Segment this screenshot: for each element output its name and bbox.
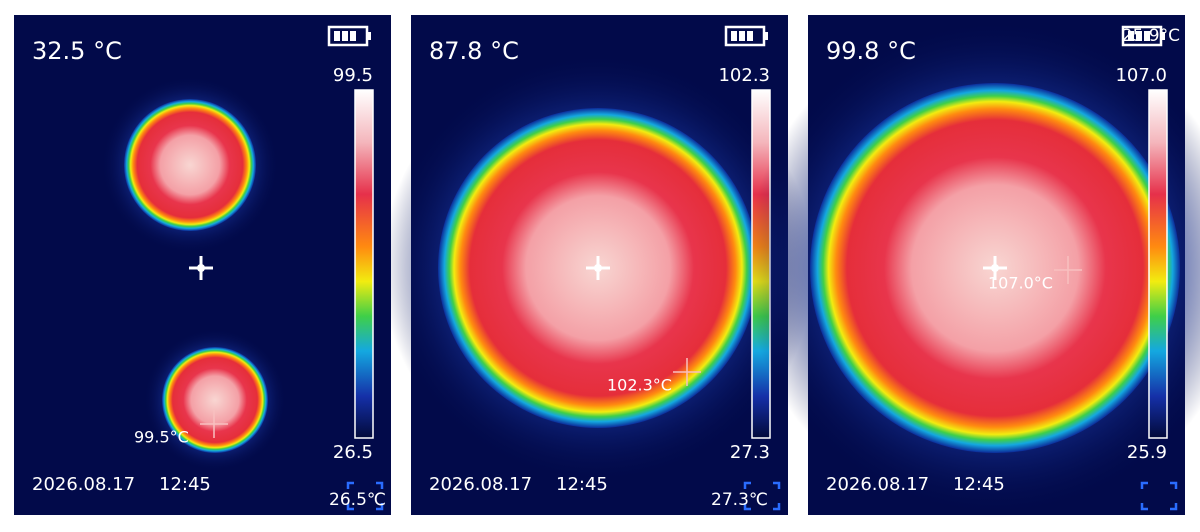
scale-max: 107.0 bbox=[1115, 65, 1167, 86]
center-temperature: 99.8 °C bbox=[826, 37, 916, 65]
heat-spot bbox=[124, 99, 256, 231]
battery-tip bbox=[1161, 32, 1165, 40]
cold-marker bbox=[743, 481, 781, 511]
color-scale bbox=[1148, 89, 1168, 439]
battery-cell bbox=[1136, 31, 1142, 41]
hot-spot-label: 107.0°C bbox=[988, 274, 1053, 293]
scale-min: 26.5 bbox=[333, 442, 373, 463]
hot-spot-label: 99.5°C bbox=[134, 428, 189, 447]
date: 2026.08.17 bbox=[826, 474, 929, 495]
date: 2026.08.17 bbox=[32, 474, 135, 495]
scale-min: 27.3 bbox=[730, 442, 770, 463]
crosshair-center bbox=[594, 264, 602, 272]
date: 2026.08.17 bbox=[429, 474, 532, 495]
crosshair-center bbox=[991, 264, 999, 272]
cold-spot-label: 25.9°C bbox=[1122, 26, 1180, 46]
scale-max: 102.3 bbox=[718, 65, 770, 86]
battery-tip bbox=[367, 32, 371, 40]
cold-spot-label: 27.3℃ bbox=[711, 490, 768, 510]
cold-spot-label: 26.5℃ bbox=[329, 490, 386, 510]
thermal-panel: 102.3 27.3 87.8 °C 2026.08.17 12:45 102.3°C 27… bbox=[382, 15, 814, 515]
time: 12:45 bbox=[556, 474, 608, 495]
center-temperature: 32.5 °C bbox=[32, 37, 122, 65]
hot-marker bbox=[673, 358, 701, 386]
heat-spot bbox=[162, 347, 268, 453]
battery-cell bbox=[334, 31, 340, 41]
battery-cell bbox=[739, 31, 745, 41]
battery-cell bbox=[1128, 31, 1134, 41]
time: 12:45 bbox=[159, 474, 211, 495]
cold-marker bbox=[1140, 481, 1178, 511]
scale-max: 99.5 bbox=[333, 65, 373, 86]
battery-cell bbox=[342, 31, 348, 41]
hot-marker bbox=[1054, 256, 1082, 284]
battery-cell bbox=[747, 31, 753, 41]
time: 12:45 bbox=[953, 474, 1005, 495]
battery-cell bbox=[350, 31, 356, 41]
thermal-panel: 99.5 26.5 32.5 °C 2026.08.17 12:45 99.5°C 26.5… bbox=[14, 15, 391, 515]
crosshair-center bbox=[197, 264, 205, 272]
battery-cell bbox=[731, 31, 737, 41]
battery-tip bbox=[764, 32, 768, 40]
scale-min: 25.9 bbox=[1127, 442, 1167, 463]
hot-marker bbox=[200, 410, 228, 438]
battery-cell bbox=[1144, 31, 1150, 41]
hot-spot-label: 102.3°C bbox=[607, 376, 672, 395]
center-temperature: 87.8 °C bbox=[429, 37, 519, 65]
cold-marker bbox=[346, 481, 384, 511]
color-scale bbox=[354, 89, 374, 439]
thermal-panel: 107.0 25.9 99.8 °C 2026.08.17 12:45 107.0°C 25… bbox=[745, 15, 1200, 518]
